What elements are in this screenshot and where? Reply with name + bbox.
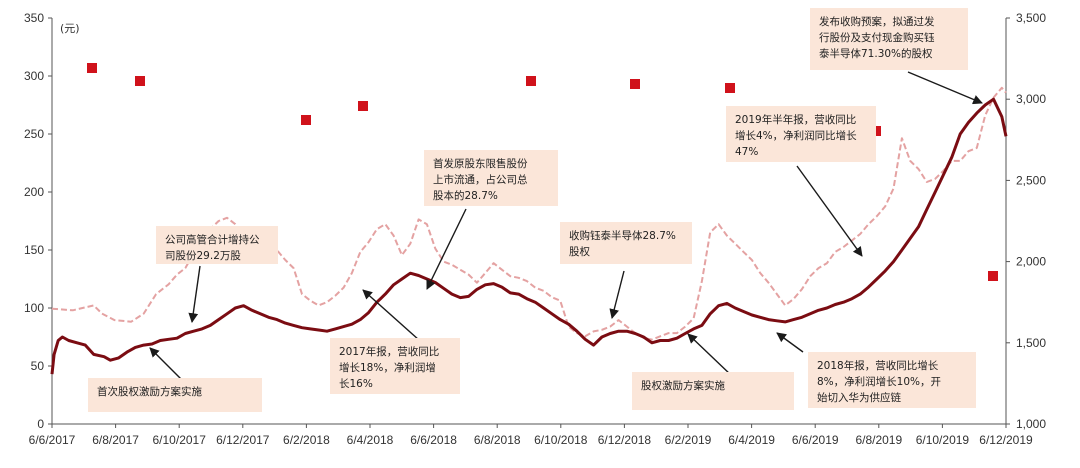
y-right-tick-label: 1,000: [1016, 417, 1046, 431]
y-left-tick-label: 300: [24, 69, 44, 83]
x-tick-label: 6/6/2019: [792, 433, 839, 447]
x-tick-label: 6/6/2017: [29, 433, 76, 447]
x-tick-label: 6/10/2018: [534, 433, 588, 447]
x-tick-label: 6/4/2019: [728, 433, 775, 447]
y-right-tick-label: 2,500: [1016, 173, 1046, 187]
annotation-box-2: 首次股权激励方案实施: [88, 378, 262, 412]
event-marker: [526, 76, 536, 86]
event-marker: [87, 63, 97, 73]
y-left-tick-label: 200: [24, 185, 44, 199]
x-tick-label: 6/10/2019: [916, 433, 970, 447]
y-right-tick-label: 2,000: [1016, 255, 1046, 269]
y-left-tick-label: 100: [24, 301, 44, 315]
annotation-arrow-6: [687, 333, 733, 377]
annotation-arrow-5: [609, 270, 625, 319]
index-dashed-line: [51, 86, 1007, 341]
y-left-tick-label: 0: [37, 417, 44, 431]
event-marker: [358, 101, 368, 111]
y-right-tick-label: 3,000: [1016, 92, 1046, 106]
y-right-tick-label: 3,500: [1016, 11, 1046, 25]
annotation-box-8: 2018年报，营收同比增长 8%，净利润增长10%，开 始切入华为供应链: [808, 352, 976, 408]
x-tick-label: 6/8/2019: [855, 433, 902, 447]
x-tick-label: 6/12/2019: [979, 433, 1033, 447]
x-tick-label: 6/12/2018: [598, 433, 652, 447]
y-axis-unit-label: (元): [60, 22, 80, 35]
annotation-box-9: 发布收购预案，拟通过发 行股份及支付现金购买钰 泰半导体71.30%的股权: [810, 8, 968, 70]
event-marker: [301, 115, 311, 125]
event-marker: [630, 79, 640, 89]
y-left-tick-label: 250: [24, 127, 44, 141]
x-tick-label: 6/10/2017: [153, 433, 207, 447]
x-tick-label: 6/4/2018: [347, 433, 394, 447]
markers-layer: [87, 63, 998, 281]
event-marker: [871, 126, 881, 136]
annotation-box-5: 收购钰泰半导体28.7% 股权: [560, 222, 692, 264]
event-marker: [135, 76, 145, 86]
annotation-box-4: 首发原股东限售股份 上市流通，占公司总 股本的28.7%: [424, 150, 558, 206]
annotation-box-7: 2019年半年报，营收同比 增长4%，净利润同比增长 47%: [726, 106, 876, 162]
annotation-arrow-7: [796, 165, 863, 257]
x-tick-label: 6/2/2018: [283, 433, 330, 447]
y-right-tick-label: 1,500: [1016, 336, 1046, 350]
annotation-box-3: 2017年报，营收同比 增长18%，净利润增 长16%: [330, 338, 460, 394]
stock-price-line: [50, 97, 1008, 375]
annotation-box-6: 股权激励方案实施: [632, 372, 794, 410]
annotation-arrow-1: [188, 265, 201, 323]
x-axis-ticks: 6/6/2017 6/8/2017 6/10/2017 6/12/2017 6/2/20…: [29, 424, 1033, 447]
x-tick-label: 6/8/2017: [92, 433, 139, 447]
axes: [51, 18, 1007, 425]
x-tick-label: 6/6/2018: [410, 433, 457, 447]
y-axis-left-ticks: 0 50 100 150 200 250 300 350: [24, 11, 52, 431]
event-marker: [988, 271, 998, 281]
annotation-arrows: [149, 71, 983, 385]
annotation-arrow-8: [776, 332, 804, 353]
y-left-tick-label: 150: [24, 243, 44, 257]
x-tick-label: 6/12/2017: [216, 433, 270, 447]
annotation-arrow-3: [362, 289, 420, 341]
annotation-arrow-4: [426, 208, 467, 290]
annotation-arrow-9: [907, 71, 983, 105]
y-axis-right-ticks: 1,000 1,500 2,000 2,500 3,000 3,500: [1006, 11, 1046, 431]
series-layer: [50, 86, 1008, 375]
x-tick-label: 6/8/2018: [474, 433, 521, 447]
y-left-tick-label: 50: [31, 359, 45, 373]
event-marker: [725, 83, 735, 93]
annotation-box-1: 公司高管合计增持公 司股份29.2万股: [156, 226, 278, 264]
y-left-tick-label: 350: [24, 11, 44, 25]
x-tick-label: 6/2/2019: [665, 433, 712, 447]
